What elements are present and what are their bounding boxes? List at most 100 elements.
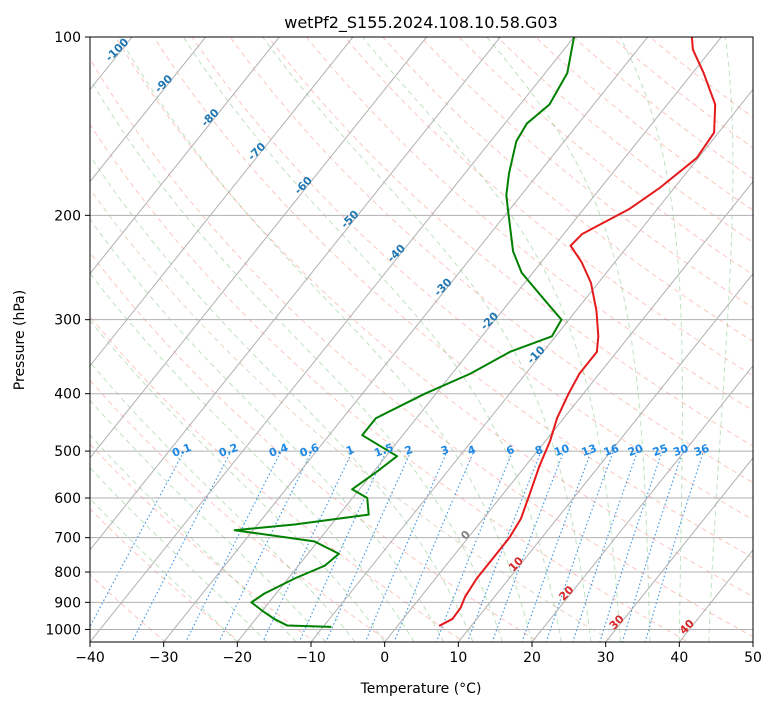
isotherm-gridline [90, 37, 280, 275]
chart-title: wetPf2_S155.2024.108.10.58.G03 [284, 13, 558, 33]
dry-adiabat [382, 37, 753, 342]
dewpoint-profile-point [351, 488, 354, 491]
mixing-ratio-label: 0.1 [170, 441, 193, 460]
temperature-profile-point [528, 492, 531, 495]
moist-adiabat [708, 37, 734, 642]
temperature-profile-point [438, 624, 441, 627]
moist-adiabat [182, 37, 562, 642]
mixing-ratio-line [218, 450, 313, 642]
dewpoint-profile-point [509, 350, 511, 353]
dry-adiabat [90, 251, 540, 642]
temperature-profile-point [556, 417, 558, 420]
temperature-profile-point [595, 350, 598, 353]
dewpoint-profile-point [361, 434, 364, 437]
mixing-ratio-label: 1 [344, 443, 356, 458]
dewpoint-profile-point [293, 577, 296, 580]
y-tick-label: 300 [54, 313, 81, 329]
moist-adiabat [90, 218, 445, 642]
moist-adiabat [90, 498, 238, 642]
dry-adiabat [90, 57, 753, 638]
dry-adiabat [90, 315, 466, 642]
moist-adiabat [362, 37, 621, 642]
temperature-profile-point [549, 439, 552, 442]
y-tick-label: 600 [54, 491, 81, 507]
mixing-ratio-label: 6 [505, 443, 517, 458]
dewpoint-profile-point [263, 592, 266, 595]
temperature-profile-point [520, 517, 522, 520]
mixing-ratio-line [621, 450, 684, 642]
dry-adiabat [572, 37, 753, 180]
moist-adiabat [262, 37, 592, 642]
isotherm-gridline [531, 364, 753, 642]
temperature-profile-point [691, 48, 694, 51]
mixing-ratio-label: 0.6 [298, 441, 321, 460]
isotherm-gridline [457, 272, 753, 642]
temperature-profile-point [597, 335, 600, 338]
mixing-ratio-label: 3 [439, 443, 451, 458]
dewpoint-profile-point [469, 372, 472, 375]
x-tick-label: −40 [75, 650, 105, 666]
isotherm-gridline [310, 88, 753, 642]
profile-lines [233, 37, 717, 628]
x-tick-label: −10 [296, 650, 326, 666]
mixing-ratio-line [185, 450, 282, 642]
temperature-profile-point [581, 233, 584, 235]
temperature-profile-point [658, 187, 661, 190]
dry-adiabat [90, 508, 241, 642]
plot-background [90, 37, 753, 642]
mixing-ratio-label: 8 [533, 443, 545, 458]
x-tick-label: 30 [597, 650, 615, 666]
temperature-profile-point [702, 72, 705, 74]
y-tick-label: 1000 [45, 622, 81, 638]
temperature-profile-point [475, 577, 478, 580]
y-tick-label: 100 [54, 30, 81, 46]
isotherm-gridline [90, 37, 575, 642]
moist-adiabat [118, 37, 533, 642]
temperature-profile-point [580, 261, 583, 264]
x-tick-label: −30 [149, 650, 179, 666]
temperature-profile-point [714, 103, 717, 106]
temperature-profile-point [459, 607, 462, 609]
isotherm-gridline [384, 180, 753, 642]
x-tick-label: 0 [380, 650, 389, 666]
temperature-profile-point [567, 392, 570, 395]
mixing-ratio-line [393, 450, 475, 642]
dewpoint-profile-point [505, 194, 508, 197]
dewpoint-profile-point [324, 564, 326, 567]
dewpoint-profile-point [293, 523, 296, 526]
mixing-ratio-label: 10 [552, 442, 571, 460]
mixing-ratio-label: 30 [671, 442, 690, 460]
mixing-ratio-line [298, 450, 387, 642]
dewpoint-profile-point [508, 172, 510, 175]
dewpoint-profile-point [273, 618, 276, 620]
x-tick-label: 50 [744, 650, 762, 666]
moist-adiabat [90, 154, 474, 642]
mixing-ratio-label: 16 [602, 442, 621, 460]
plot-frame [89, 36, 754, 643]
dewpoint-profile-point [525, 122, 528, 125]
dewpoint-profile-point [551, 335, 553, 338]
isotherm-gridline [236, 37, 722, 642]
temperature-profile-point [569, 244, 572, 247]
temperature-profile-point [451, 618, 454, 620]
mixing-ratio-line [435, 450, 514, 642]
temperature-profile-point [578, 372, 581, 375]
dry-adiabat [115, 37, 753, 598]
mixing-ratio-line [644, 450, 705, 642]
isotherm-gridlines [90, 37, 753, 642]
dry-adiabats [90, 37, 753, 642]
dewpoint-profile-point [374, 417, 377, 420]
y-tick-label: 200 [54, 208, 81, 224]
dewpoint-profile-point [338, 552, 340, 555]
dewpoint-profile-point [520, 271, 523, 274]
moist-adiabat [486, 37, 651, 642]
dewpoint-profile-point [396, 455, 398, 458]
mixing-ratio-label: 1.5 [373, 441, 396, 460]
mixing-ratio-label: 25 [651, 442, 670, 459]
mixing-ratio-label: 2 [403, 443, 415, 458]
isotherm-gridline [90, 37, 428, 459]
dewpoint-profile-point [515, 140, 518, 143]
dry-adiabat [305, 37, 753, 412]
dewpoint-profile-point [376, 470, 379, 472]
